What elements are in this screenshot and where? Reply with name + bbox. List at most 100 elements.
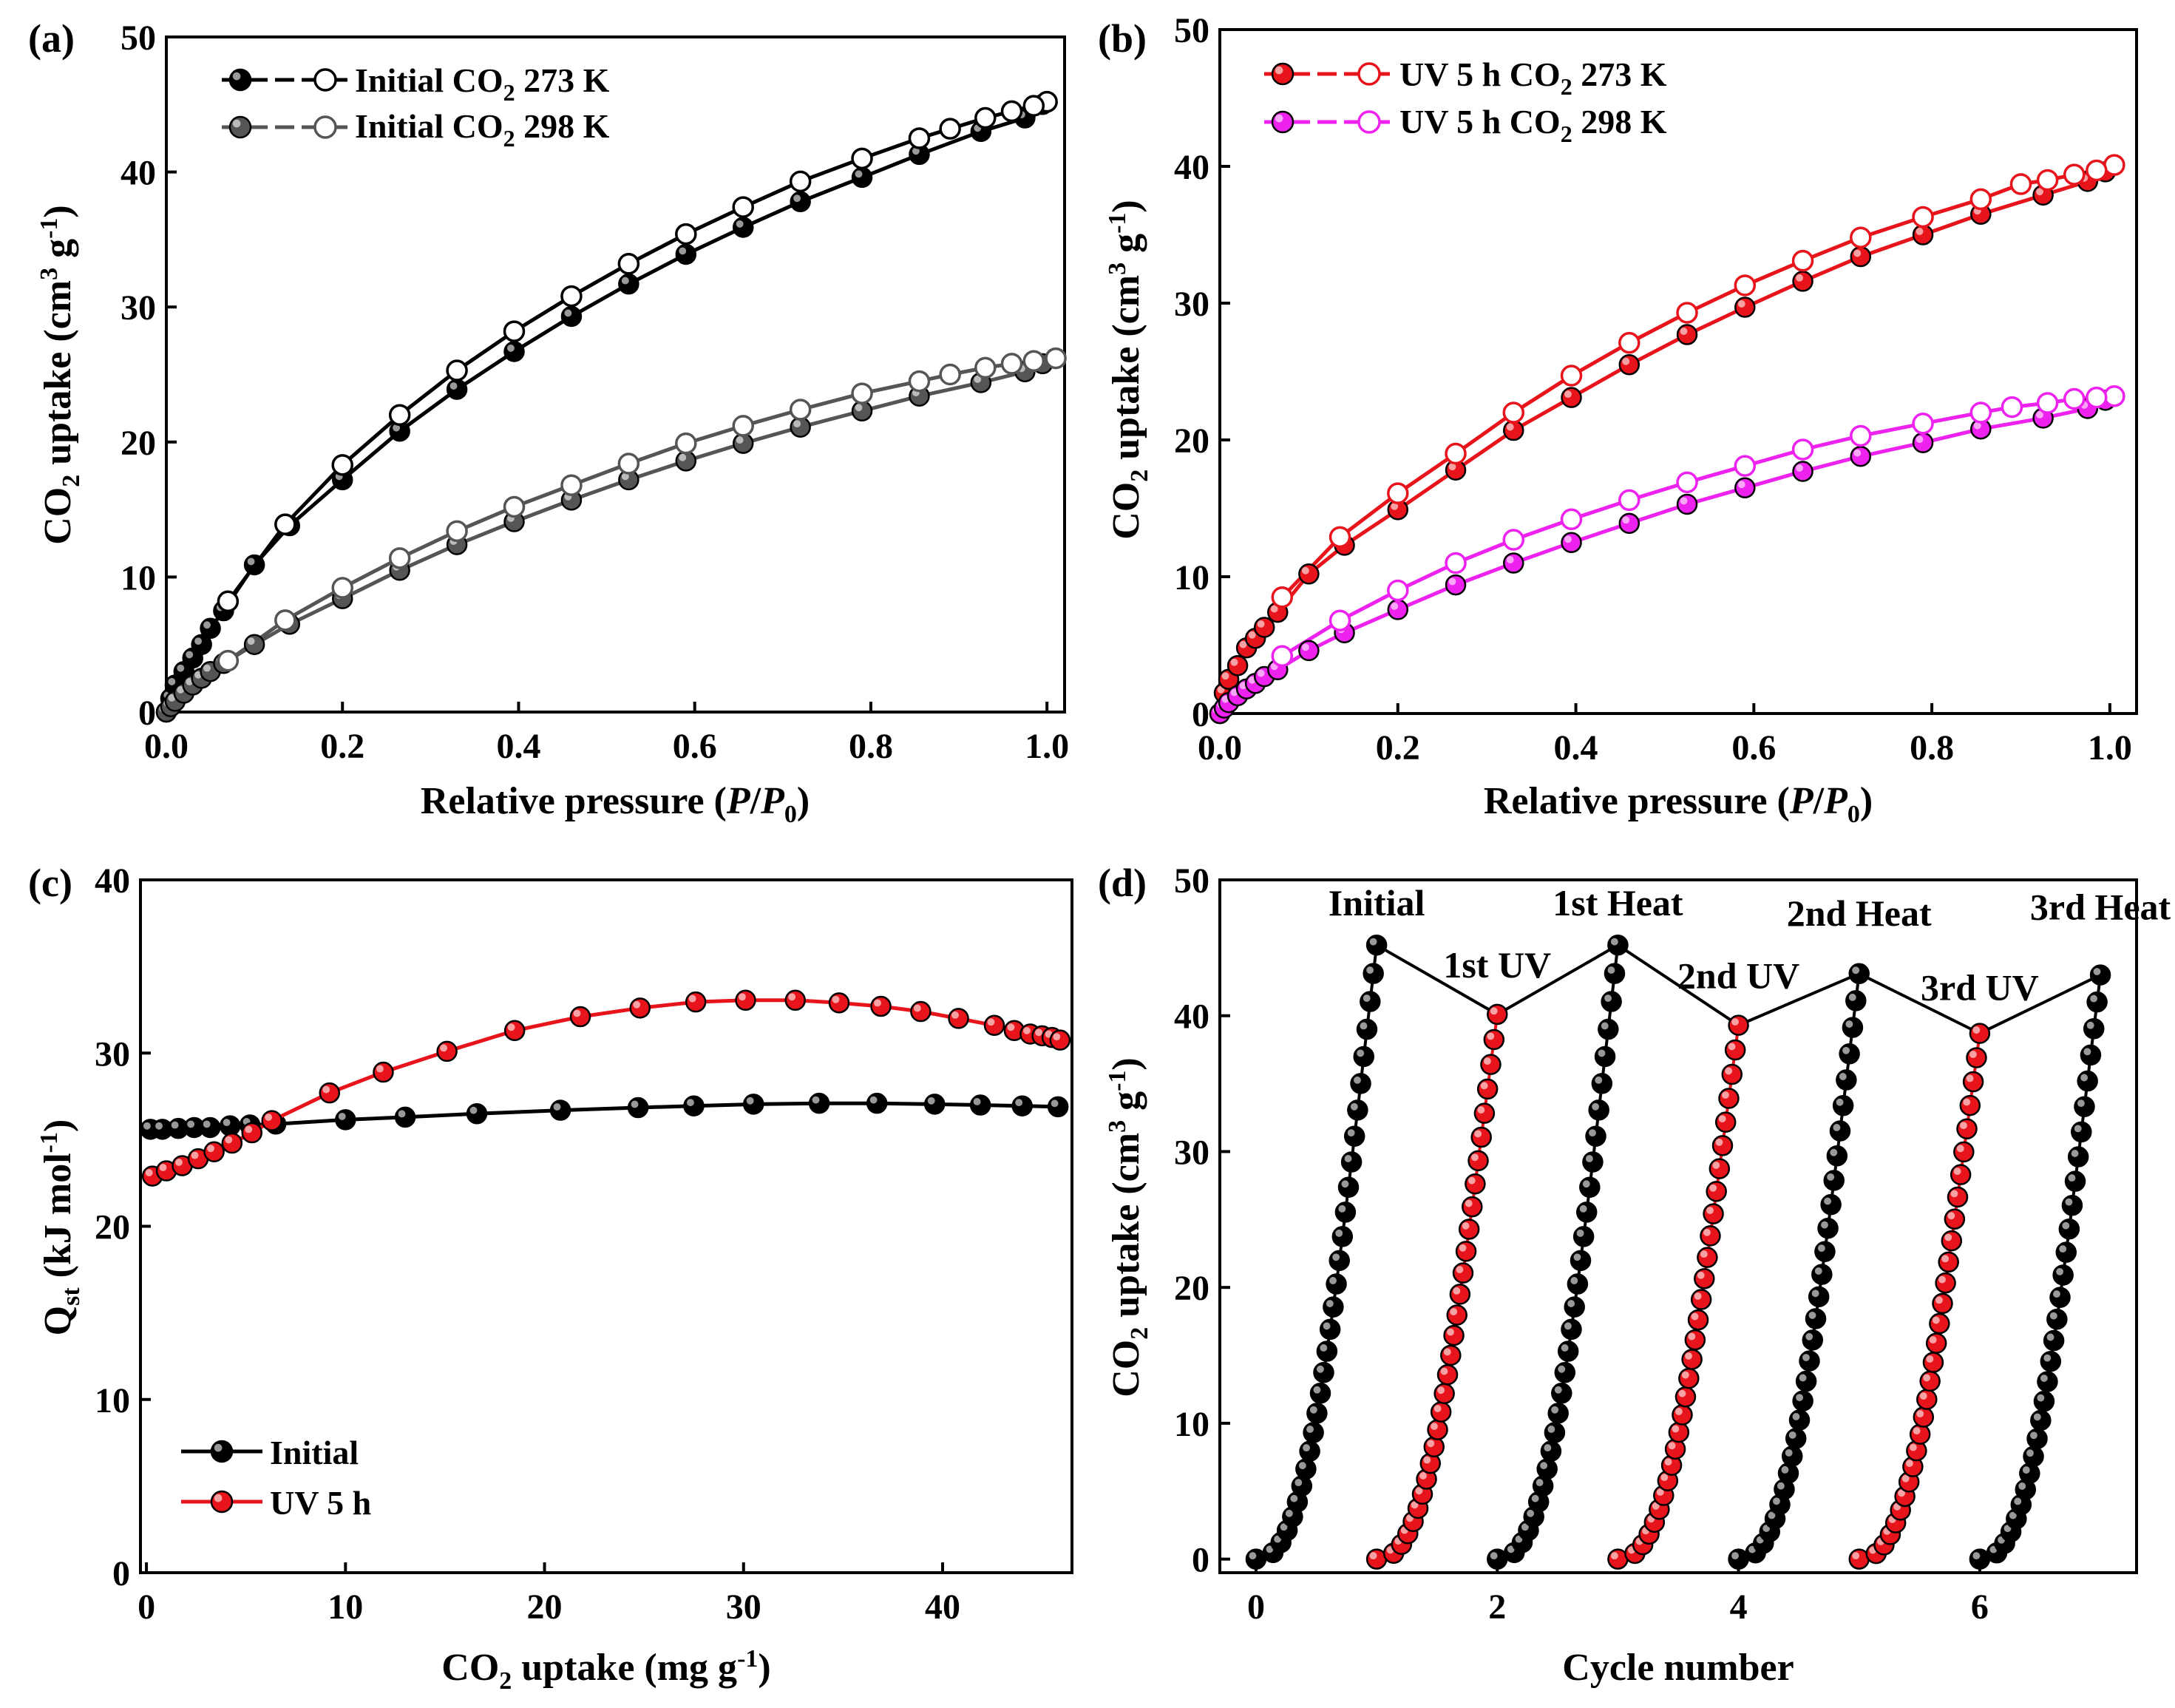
cycle-point [1319,1318,1341,1341]
cycle-point-shine [1309,1406,1317,1414]
desorption-point [1912,206,1934,228]
qst-point [569,1006,591,1028]
panel-c-label: (c) [28,861,72,905]
cycle-point-shine [1567,1300,1575,1307]
adsorption-point-shine [679,453,687,461]
cycle-point [1799,1350,1820,1372]
cycle-line-2 [1496,944,1620,1561]
qst-point [910,1000,932,1023]
cycle-point-shine [2033,1413,2041,1421]
cycle-point [1694,1268,1715,1290]
qst-point-shine [265,1114,273,1121]
qst-point-shine [1007,1023,1015,1031]
cycle-point-shine [1507,1545,1515,1553]
cycle-point [1544,1422,1566,1443]
cycle-point-shine [1963,1098,1971,1106]
desorption-point [274,513,296,535]
cycle-point-shine [1932,1316,1940,1324]
qst-point-shine [187,1120,195,1128]
cycle-point-shine [2083,1048,2091,1056]
cycle-point [1836,1069,1857,1091]
legend-entry-uv-298 [1264,110,1390,134]
cycle-point-shine [1944,1233,1952,1241]
legend-label-initial-273: Initial CO2 273 K [355,61,610,106]
cycle-point-shine [1326,1300,1334,1307]
desorption-point [331,577,353,599]
panel-b-frame [1218,28,2138,715]
cycle-point [2058,1218,2080,1240]
qst-point-shine [207,1145,215,1153]
qst-point [828,992,850,1014]
cycle-point-shine [1688,1332,1696,1341]
cycle-point-shine [1814,1267,1822,1275]
x-tick-label: 0.2 [1376,728,1420,767]
cycle-point [1962,1071,1984,1093]
panel-d-ylabel: CO2 uptake (cm3 g-1) [1104,1057,1153,1397]
cycle-point [1909,1423,1931,1445]
cycle-point-shine [1280,1523,1288,1531]
y-tick-label: 20 [95,1208,130,1247]
panel-d-xlabel: Cycle number [1562,1647,1794,1689]
cycle-point [1557,1341,1579,1362]
desorption-point [617,453,640,475]
x-tick-label: 0.0 [1198,728,1242,767]
cycle-point [1832,1095,1854,1116]
cycle-point-shine [1423,1456,1431,1464]
adsorption-point [200,617,221,640]
legend-open-marker [1357,62,1381,86]
cycle-point-shine [2043,1354,2052,1362]
cycle-point-shine [1773,1497,1780,1505]
cycle-point-shine [1350,1102,1358,1111]
desorption-point [974,356,997,379]
adsorption-point-shine [247,558,255,566]
cycle-point-shine [1656,1488,1664,1496]
x-tick-label: 2 [1488,1587,1506,1627]
desorption-point [1445,552,1467,575]
adsorption-point [1618,512,1640,535]
cycle-point [1363,963,1384,984]
cycle-point [1588,1099,1609,1121]
adsorption-point-shine [1916,228,1924,235]
cycle-point-shine [1681,1371,1689,1379]
cycle-point-shine [1715,1138,1723,1146]
cycle-point-shine [2037,1394,2045,1402]
cycle-point-shine [2018,1482,2026,1490]
adsorption-point-shine [1564,535,1572,543]
cycle-point-shine [2090,994,2098,1003]
adsorption-point [1676,493,1698,515]
cycle-point [1913,1406,1935,1428]
adsorption-point-shine [1391,502,1399,510]
desorption-point [2036,392,2059,414]
desorption-point [1969,188,1992,211]
desorption-point [851,382,873,404]
cycle-point-shine [1329,1277,1337,1284]
cycle-point-shine [1338,1204,1346,1213]
desorption-point [217,590,240,613]
desorption-point [732,196,754,218]
qst-point [394,1106,416,1128]
y-tick-label: 10 [121,558,156,597]
cycle-point-shine [1554,1386,1562,1394]
qst-point-shine [1015,1099,1023,1107]
desorption-point [1271,645,1294,668]
desorption-point [939,118,961,140]
cycle-point [1585,1125,1606,1147]
cycle-point-shine [1369,1552,1377,1560]
adsorption-point-shine [1248,676,1256,684]
adsorption-point [1850,445,1872,467]
qst-point [969,1094,991,1116]
legend-filled-marker-shine [232,119,241,128]
qst-point-shine [1053,1033,1061,1041]
cycle-point [1350,1073,1371,1094]
cycle-point-shine [1360,1022,1368,1030]
cycle-point-shine [1561,1344,1569,1352]
cycle-point [1941,1230,1963,1252]
cycle-point [1462,1196,1483,1218]
cycle-point-shine [1833,1124,1841,1131]
cycle-point-shine [1249,1552,1257,1560]
qst-point [199,1116,221,1139]
cycle-point [1353,1046,1374,1068]
cycle-point-shine [1285,1509,1293,1517]
